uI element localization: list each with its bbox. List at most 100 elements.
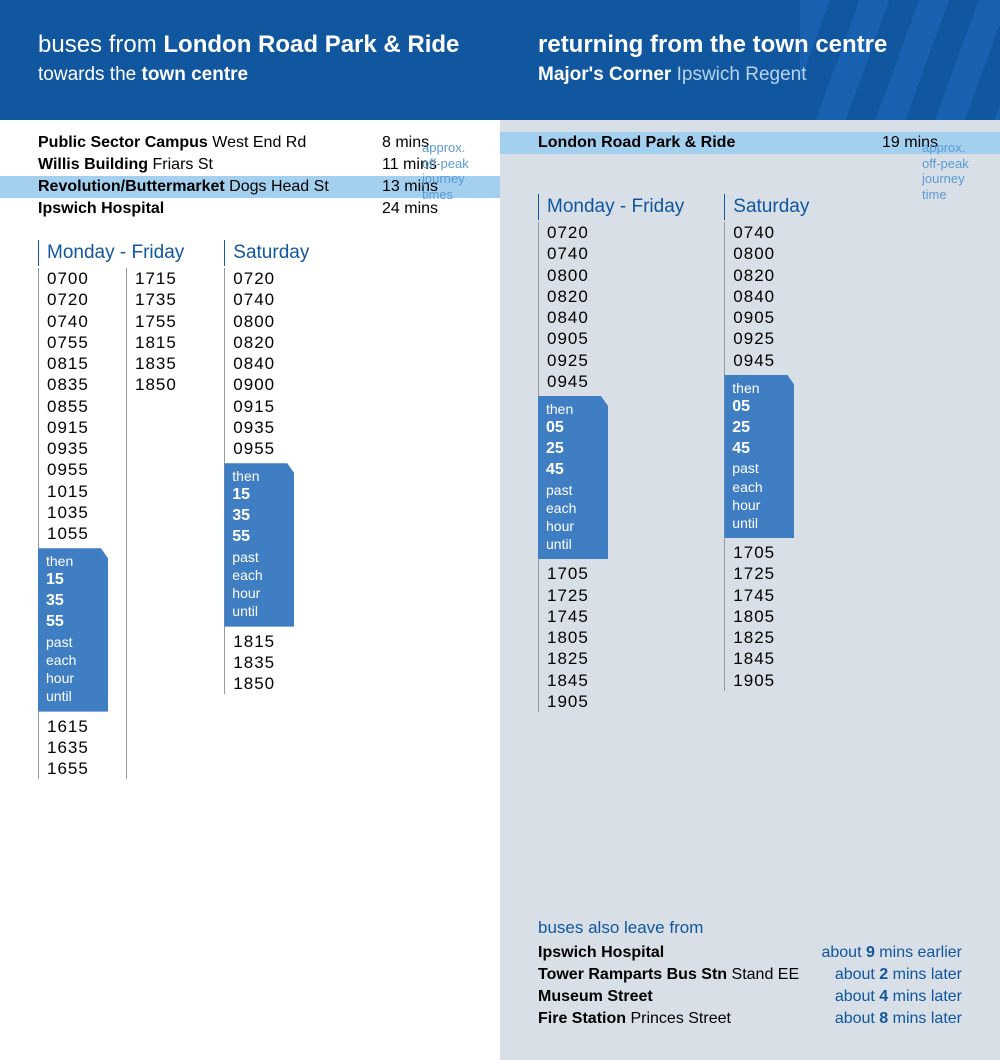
also-row: Tower Ramparts Bus Stn Stand EEabout 2 m…: [538, 964, 962, 986]
stop-time: 24 mins: [382, 200, 462, 218]
day-header: Saturday: [224, 240, 309, 266]
left-sub-pre: towards the: [38, 64, 142, 85]
time-value: 0740: [547, 243, 608, 264]
also-offset: about 4 mins later: [835, 988, 962, 1006]
time-value: 1745: [733, 585, 794, 606]
time-value: 0720: [233, 268, 294, 289]
time-value: 0740: [47, 311, 108, 332]
time-value: 1745: [547, 606, 608, 627]
times-row: 07200740080008200840090509250945then0525…: [538, 222, 684, 712]
time-value: 1755: [135, 311, 177, 332]
time-value: 1850: [233, 673, 294, 694]
also-name: Ipswich Hospital: [538, 944, 821, 962]
times-row: 072007400800082008400900091509350955then…: [224, 268, 309, 694]
time-value: 0815: [47, 353, 108, 374]
time-value: 0820: [547, 286, 608, 307]
time-value: 0915: [47, 417, 108, 438]
time-value: 1015: [47, 481, 108, 502]
then-box: then153555pasteachhouruntil: [224, 463, 294, 626]
time-value: 0900: [233, 374, 294, 395]
left-annot: approx. off-peak journey times: [422, 140, 482, 202]
time-value: 0925: [547, 350, 608, 371]
time-value: 0840: [233, 353, 294, 374]
time-value: 0840: [733, 286, 794, 307]
also-name: Fire Station Princes Street: [538, 1010, 835, 1028]
time-value: 1845: [733, 648, 794, 669]
time-value: 0945: [733, 350, 794, 371]
time-value: 0820: [733, 265, 794, 286]
left-sub-bold: town centre: [142, 64, 249, 85]
stop-name: Revolution/Buttermarket Dogs Head St: [38, 178, 382, 196]
day-header: Saturday: [724, 194, 809, 220]
time-value: 0855: [47, 396, 108, 417]
time-column: 171517351755181518351850: [126, 268, 177, 779]
stop-name: London Road Park & Ride: [538, 134, 882, 152]
right-column: returning from the town centre Major's C…: [500, 0, 1000, 1060]
time-value: 1905: [733, 670, 794, 691]
time-value: 1835: [135, 353, 177, 374]
time-value: 1035: [47, 502, 108, 523]
right-schedule: Monday - Friday 072007400800082008400905…: [538, 194, 962, 712]
time-value: 1835: [233, 652, 294, 673]
stop-name: Public Sector Campus West End Rd: [38, 134, 382, 152]
time-column: 072007400800082008400900091509350955then…: [224, 268, 294, 694]
time-column: 07200740080008200840090509250945then0525…: [538, 222, 608, 712]
left-title-pre: buses from: [38, 31, 163, 58]
time-value: 1845: [547, 670, 608, 691]
right-title: returning from the town centre: [538, 30, 962, 60]
time-value: 0800: [733, 243, 794, 264]
left-subtitle: towards the town centre: [38, 64, 462, 86]
also-row: Fire Station Princes Streetabout 8 mins …: [538, 1008, 962, 1030]
time-value: 1805: [733, 606, 794, 627]
right-stops: London Road Park & Ride19 mins: [538, 132, 962, 154]
left-title: buses from London Road Park & Ride: [38, 30, 462, 60]
right-title-bold: returning from the town centre: [538, 31, 887, 58]
time-column: 0700072007400755081508350855091509350955…: [38, 268, 108, 779]
left-sat: Saturday 0720074008000820084009000915093…: [224, 240, 309, 779]
right-monfri: Monday - Friday 072007400800082008400905…: [538, 194, 684, 712]
header-stripes-icon: [800, 0, 1000, 120]
time-value: 1735: [135, 289, 177, 310]
time-value: 0945: [547, 371, 608, 392]
page: buses from London Road Park & Ride towar…: [0, 0, 1000, 1060]
times-row: 0740080008200840090509250945then052545pa…: [724, 222, 809, 691]
time-value: 1725: [733, 563, 794, 584]
left-stops: Public Sector Campus West End Rd8 minsWi…: [38, 132, 462, 220]
time-value: 1815: [233, 631, 294, 652]
left-monfri: Monday - Friday 070007200740075508150835…: [38, 240, 184, 779]
then-box: then052545pasteachhouruntil: [538, 396, 608, 559]
time-value: 0740: [733, 222, 794, 243]
stop-name: Willis Building Friars St: [38, 156, 382, 174]
time-value: 0925: [733, 328, 794, 349]
right-body: approx. off-peak journey time London Roa…: [500, 120, 1000, 1060]
time-value: 1655: [47, 758, 108, 779]
time-value: 1825: [547, 648, 608, 669]
right-annot: approx. off-peak journey time: [922, 140, 982, 202]
then-box: then052545pasteachhouruntil: [724, 375, 794, 538]
time-value: 0835: [47, 374, 108, 395]
time-value: 0800: [547, 265, 608, 286]
stop-row: Ipswich Hospital24 mins: [38, 198, 462, 220]
also-name: Tower Ramparts Bus Stn Stand EE: [538, 966, 835, 984]
right-header: returning from the town centre Major's C…: [500, 0, 1000, 120]
day-header: Monday - Friday: [38, 240, 184, 266]
then-box: then153555pasteachhouruntil: [38, 548, 108, 711]
time-value: 0955: [233, 438, 294, 459]
time-value: 0720: [547, 222, 608, 243]
also-row: Museum Streetabout 4 mins later: [538, 986, 962, 1008]
time-column: 0740080008200840090509250945then052545pa…: [724, 222, 794, 691]
left-title-bold: London Road Park & Ride: [163, 31, 459, 58]
time-value: 1705: [547, 563, 608, 584]
time-value: 0955: [47, 459, 108, 480]
times-row: 0700072007400755081508350855091509350955…: [38, 268, 184, 779]
time-value: 0915: [233, 396, 294, 417]
right-subtitle: Major's Corner Ipswich Regent: [538, 64, 962, 86]
also-row: Ipswich Hospitalabout 9 mins earlier: [538, 942, 962, 964]
time-value: 0935: [47, 438, 108, 459]
time-value: 1705: [733, 542, 794, 563]
time-value: 0840: [547, 307, 608, 328]
time-value: 1635: [47, 737, 108, 758]
also-header: buses also leave from: [538, 918, 962, 938]
also-name: Museum Street: [538, 988, 835, 1006]
time-value: 1725: [547, 585, 608, 606]
